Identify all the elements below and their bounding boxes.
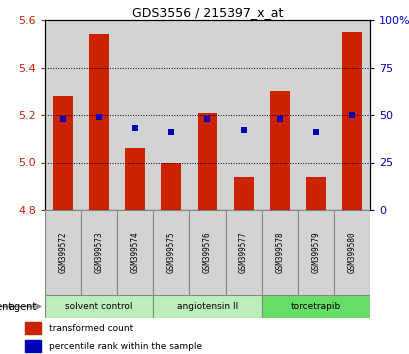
Bar [261, 295, 369, 318]
Text: GSM399574: GSM399574 [130, 232, 139, 273]
Point [348, 112, 354, 118]
Bar [189, 210, 225, 295]
Point [168, 129, 174, 135]
Bar [261, 210, 297, 295]
Bar [81, 210, 117, 295]
Point [312, 129, 318, 135]
Text: torcetrapib: torcetrapib [290, 302, 340, 311]
Text: GSM399575: GSM399575 [166, 232, 175, 273]
Text: solvent control: solvent control [65, 302, 133, 311]
Bar [45, 295, 153, 318]
Text: GSM399578: GSM399578 [274, 232, 283, 273]
Bar [333, 210, 369, 295]
Text: GSM399572: GSM399572 [58, 232, 67, 273]
Bar [297, 20, 333, 210]
Text: GSM399576: GSM399576 [202, 232, 211, 273]
Bar [53, 96, 73, 210]
Bar [125, 148, 145, 210]
Bar [305, 177, 325, 210]
Bar [153, 295, 261, 318]
Point [240, 127, 246, 133]
Bar [117, 20, 153, 210]
Text: agent: agent [0, 302, 12, 312]
Bar [45, 210, 81, 295]
Text: GSM399577: GSM399577 [238, 232, 247, 273]
Text: GSM399573: GSM399573 [94, 232, 103, 273]
Bar [189, 20, 225, 210]
Point [132, 125, 138, 131]
Text: GSM399579: GSM399579 [310, 232, 319, 273]
Bar [297, 210, 333, 295]
Bar [161, 162, 181, 210]
Bar [333, 20, 369, 210]
Text: percentile rank within the sample: percentile rank within the sample [49, 342, 202, 350]
Point [60, 116, 66, 122]
Bar [261, 20, 297, 210]
Bar [117, 210, 153, 295]
Bar [25, 339, 41, 352]
Bar [45, 20, 81, 210]
Bar [225, 210, 261, 295]
Bar [153, 210, 189, 295]
Title: GDS3556 / 215397_x_at: GDS3556 / 215397_x_at [131, 6, 283, 19]
Bar [269, 91, 289, 210]
Point [204, 116, 210, 122]
Bar [225, 20, 261, 210]
Bar [233, 177, 253, 210]
Text: angiotensin II: angiotensin II [176, 302, 238, 311]
Bar [81, 20, 117, 210]
Bar [341, 32, 361, 210]
Bar [197, 113, 217, 210]
Point [276, 116, 282, 122]
Point [96, 114, 102, 120]
Bar [89, 34, 109, 210]
Text: agent: agent [9, 302, 37, 312]
Bar [25, 321, 41, 334]
Text: transformed count: transformed count [49, 324, 133, 332]
Text: GSM399580: GSM399580 [346, 232, 355, 273]
Bar [153, 20, 189, 210]
